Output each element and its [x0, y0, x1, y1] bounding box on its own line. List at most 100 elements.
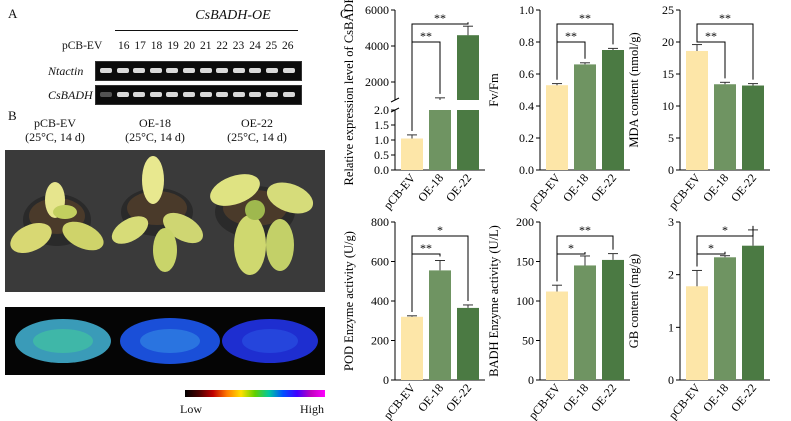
y-tick-label: 400 [371, 294, 389, 308]
y-tick-label: 2 [668, 268, 674, 282]
gel-lane-label: 23 [232, 40, 245, 52]
gel-band [100, 92, 112, 97]
x-tick-label: OE-22 [443, 381, 474, 415]
bar [602, 50, 624, 170]
gel-band [266, 92, 278, 97]
gel-band [183, 68, 195, 73]
significance-label: ** [420, 29, 432, 43]
gel-control-lane: pCB-EV [62, 40, 103, 52]
y-tick-label: 0 [668, 373, 674, 387]
panel-label-a: A [8, 6, 18, 21]
significance-label: ** [565, 29, 577, 43]
gel-band [149, 68, 162, 73]
y-tick-label: 1.0 [374, 133, 389, 147]
bar [574, 265, 596, 380]
x-tick-label: OE-18 [700, 171, 731, 205]
y-tick-label: 800 [371, 215, 389, 229]
bar [429, 110, 451, 170]
plant-cond: (25°C, 14 d) [227, 130, 287, 144]
y-tick-label: 200 [516, 215, 534, 229]
bar [401, 316, 423, 380]
y-axis-label: POD Enzyme activity (U/g) [342, 231, 356, 371]
significance-label: ** [705, 29, 717, 43]
bar [742, 245, 764, 380]
significance-label: * [722, 223, 728, 237]
y-tick-label: 100 [516, 294, 534, 308]
x-tick-label: OE-18 [560, 381, 591, 415]
gel-band [282, 68, 295, 73]
gel-lane-label: 20 [183, 40, 196, 52]
y-tick-label: 0 [383, 373, 389, 387]
x-tick-label: OE-22 [728, 171, 759, 205]
bar [401, 138, 423, 170]
gel-lane-label: 24 [249, 40, 261, 52]
significance-label: * [568, 241, 574, 255]
y-tick-label: 4000 [365, 39, 389, 53]
gel-band [216, 92, 229, 97]
y-axis-label: Fv/Fm [487, 73, 501, 107]
gel-group-bracket [115, 30, 298, 31]
x-tick-label: OE-18 [700, 381, 731, 415]
gel-band [166, 68, 179, 73]
x-tick-label: OE-22 [728, 381, 759, 415]
y-tick-label: 0.4 [519, 99, 534, 113]
gel-band [116, 92, 129, 97]
y-tick-label: 0.0 [519, 163, 534, 177]
bar [546, 85, 568, 170]
bar [457, 307, 479, 380]
bar [574, 64, 596, 170]
gel-row-ntactin: Ntactin [48, 64, 84, 78]
y-tick-label: 6000 [365, 3, 389, 17]
gel-band [249, 68, 262, 73]
y-tick-label: 15 [662, 67, 674, 81]
y-tick-label: 0.8 [519, 35, 534, 49]
gel-image-ntactin [95, 61, 302, 81]
gel-image-csbadh [95, 85, 302, 105]
bar [546, 291, 568, 380]
plant-cond: (25°C, 14 d) [125, 130, 185, 144]
gel-band [116, 68, 129, 73]
gel-band [232, 68, 245, 73]
panel-label-b: B [8, 108, 17, 123]
gel-lane-label: 21 [200, 40, 212, 52]
y-tick-label: 0 [668, 163, 674, 177]
y-tick-label: 2000 [365, 75, 389, 89]
plant-name: pCB-EV [34, 116, 76, 130]
bar [714, 84, 736, 170]
y-tick-label: 50 [522, 334, 534, 348]
significance-bracket [556, 235, 614, 282]
significance-label: ** [719, 11, 731, 25]
gel-lane-label: 26 [282, 40, 294, 52]
bar [429, 270, 451, 380]
y-tick-label: 1 [668, 320, 674, 334]
bar [457, 110, 479, 170]
significance-label: * [437, 223, 443, 237]
x-tick-label: OE-22 [443, 171, 474, 205]
gel-band [216, 68, 229, 73]
y-tick-label: 25 [662, 3, 674, 17]
significance-bracket [556, 23, 614, 80]
y-tick-label: 150 [516, 255, 534, 269]
y-tick-label: 20 [662, 35, 674, 49]
gel-lane-label: 17 [134, 40, 146, 52]
significance-bracket [696, 23, 754, 80]
gel-band [266, 68, 278, 73]
scale-high-label: High [300, 402, 324, 416]
plant-photo [5, 150, 325, 292]
y-axis-label: BADH Enzyme activity (U/L) [487, 225, 501, 377]
plant-name: OE-18 [139, 116, 171, 130]
bar [686, 286, 708, 380]
plant-ev [10, 182, 104, 254]
panel-label-c: C [340, 6, 349, 21]
plant-oe22 [210, 174, 314, 275]
significance-label: ** [420, 241, 432, 255]
x-tick-label: OE-18 [560, 171, 591, 205]
y-tick-label: 10 [662, 99, 674, 113]
significance-label: ** [579, 223, 591, 237]
y-tick-label: 0.0 [374, 163, 389, 177]
significance-bracket [696, 40, 726, 79]
gel-band [199, 68, 212, 73]
gel-lane-label: 25 [265, 40, 278, 52]
plant-name: OE-22 [241, 116, 273, 130]
